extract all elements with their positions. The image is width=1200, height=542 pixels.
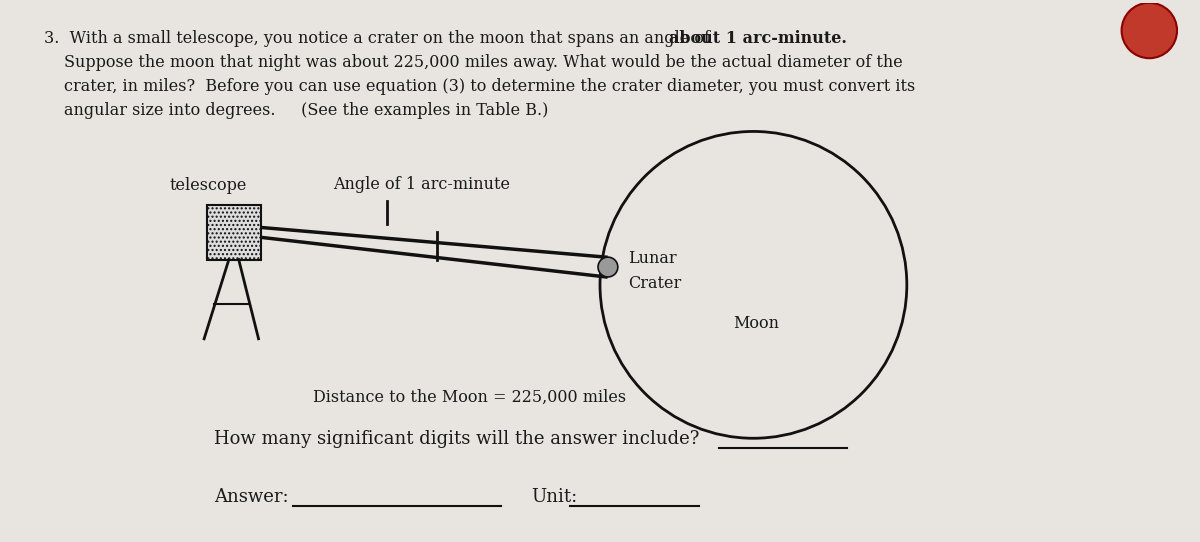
Text: Moon: Moon (733, 314, 780, 332)
Text: Lunar: Lunar (628, 250, 677, 267)
Text: angular size into degrees.     (See the examples in Table B.): angular size into degrees. (See the exam… (64, 102, 548, 119)
Circle shape (1122, 3, 1177, 58)
Text: telescope: telescope (169, 177, 247, 195)
Circle shape (598, 257, 618, 277)
Text: Unit:: Unit: (530, 488, 577, 506)
Text: Crater: Crater (628, 275, 680, 292)
Polygon shape (206, 205, 262, 260)
Text: about 1 arc-minute.: about 1 arc-minute. (670, 30, 847, 48)
Text: Answer:: Answer: (214, 488, 289, 506)
Text: 3.  With a small telescope, you notice a crater on the moon that spans an angle : 3. With a small telescope, you notice a … (43, 30, 715, 48)
Text: crater, in miles?  Before you can use equation (3) to determine the crater diame: crater, in miles? Before you can use equ… (64, 78, 914, 95)
Text: Distance to the Moon = 225,000 miles: Distance to the Moon = 225,000 miles (313, 389, 626, 406)
Text: Suppose the moon that night was about 225,000 miles away. What would be the actu: Suppose the moon that night was about 22… (64, 54, 902, 71)
Text: Angle of 1 arc-minute: Angle of 1 arc-minute (332, 176, 510, 193)
Text: How many significant digits will the answer include?: How many significant digits will the ans… (214, 430, 700, 448)
